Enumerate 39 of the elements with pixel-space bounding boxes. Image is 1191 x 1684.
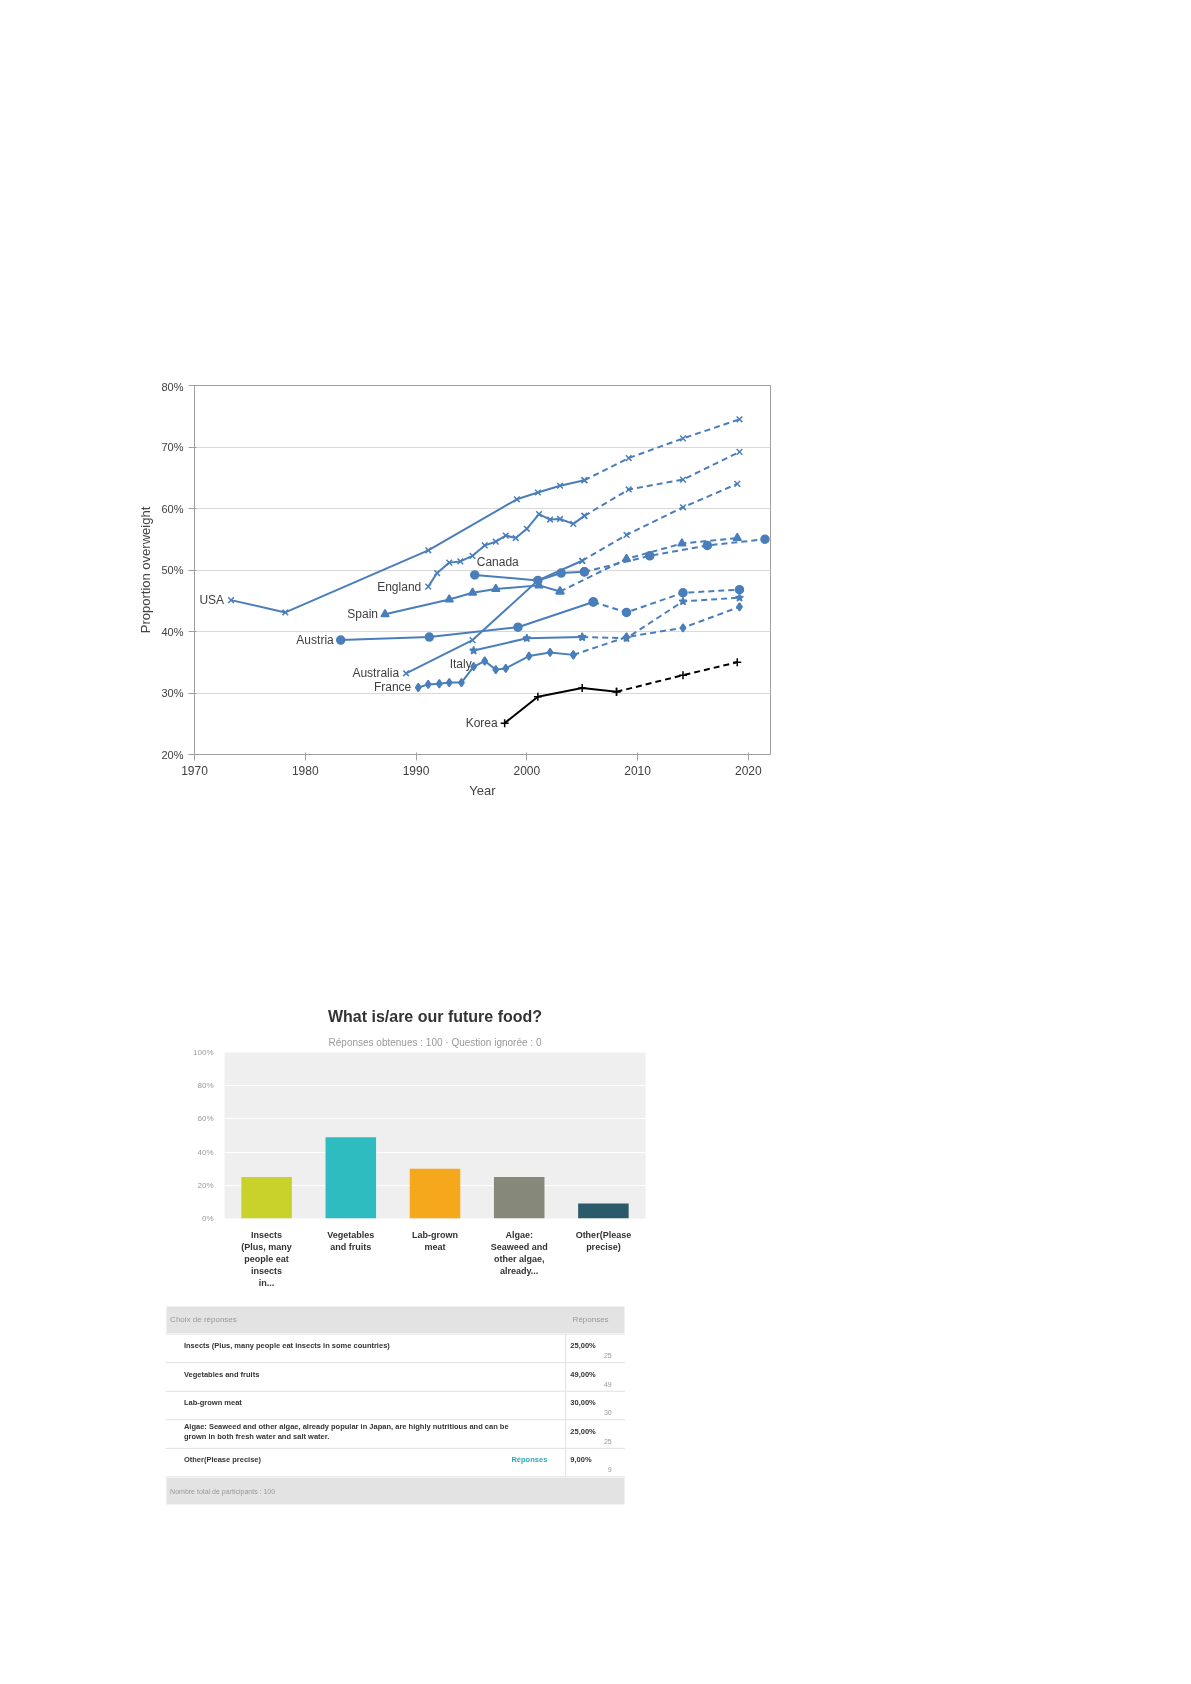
y-axis-title: Proportion overweight — [138, 506, 154, 634]
series-label: Korea — [465, 716, 498, 731]
y-tick-label: 60% — [197, 1114, 214, 1124]
x-tick-label: Other(Please precise) — [575, 1229, 632, 1252]
chart-title: What is/are our future food? — [327, 1007, 543, 1025]
x-tick-label: 2010 — [624, 763, 652, 778]
y-tick-label: 80% — [161, 380, 184, 393]
series-label: France — [373, 680, 412, 695]
x-tick-label: Vegetables and fruits — [327, 1229, 375, 1252]
series-label: England — [377, 579, 422, 594]
x-tick-label: 2000 — [513, 763, 541, 778]
y-tick-label: 100% — [193, 1048, 214, 1057]
series-label: Italy — [449, 656, 472, 671]
y-tick-label: 80% — [197, 1081, 214, 1091]
chart-subtitle: Réponses obtenues : 100 · Question ignorée : 0 — [328, 1036, 542, 1048]
text: Réponses — [572, 1315, 609, 1325]
y-tick-label: 40% — [161, 625, 184, 638]
series-label: Canada — [476, 554, 520, 569]
text: Choix de réponses — [170, 1315, 237, 1325]
y-tick-label: 0% — [201, 1214, 214, 1223]
x-tick-label: Lab-grown meat — [412, 1229, 458, 1252]
series-label: USA — [199, 593, 225, 608]
y-tick-label: 20% — [197, 1180, 214, 1190]
y-tick-label: 30% — [161, 687, 184, 699]
x-tick-label: 1990 — [402, 763, 430, 778]
series-label: Spain — [347, 607, 379, 622]
x-tick-label: 2020 — [735, 763, 763, 778]
x-tick-label: Algae: Seaweed and other algae, already... — [490, 1229, 548, 1276]
x-tick-label: 1970 — [181, 763, 209, 778]
y-tick-label: 40% — [197, 1147, 214, 1157]
x-tick-label: Insects (Plus, many people eat insects in... — [241, 1229, 292, 1288]
y-tick-label: 20% — [161, 748, 184, 761]
y-tick-label: 70% — [161, 441, 184, 453]
series-label: Australia — [352, 666, 400, 681]
series-label: Austria — [296, 633, 335, 648]
y-tick-label: 50% — [161, 564, 184, 576]
x-axis-title: Year — [469, 782, 497, 798]
x-tick-label: 1980 — [291, 763, 319, 778]
y-tick-label: 60% — [161, 502, 184, 515]
